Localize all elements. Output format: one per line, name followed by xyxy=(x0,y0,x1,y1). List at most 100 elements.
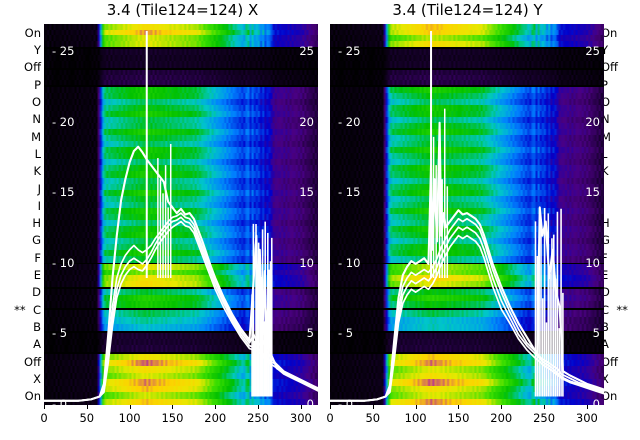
x-tick-mark-x-50 xyxy=(86,405,88,409)
heatmap-band-P-to-D-row xyxy=(44,86,318,94)
heatmap-band-P-to-D-row xyxy=(44,237,318,245)
y-tick-y-left-15: - 15 xyxy=(338,185,361,200)
category-label-right-20: X xyxy=(601,372,609,387)
heatmap-band-P-to-D-row xyxy=(330,171,604,178)
x-axis-left: 0 50 100 150 200 250 300 xyxy=(40,405,318,440)
heatmap-band-P-to-D-row xyxy=(44,183,318,191)
heatmap-band-On-top-row xyxy=(44,24,318,31)
heatmap-band-P-to-D-row xyxy=(44,177,318,185)
x-tick-label-y-100: 100 xyxy=(404,411,427,425)
trace-overlay-x xyxy=(44,31,318,402)
heatmap-band-Y-row xyxy=(330,61,604,69)
x-tick-label-y-200: 200 xyxy=(490,411,513,425)
heatmap-band-B-row xyxy=(330,288,604,296)
heatmap-band-C-row xyxy=(44,281,318,288)
heatmap-band-P-to-D-row xyxy=(44,98,318,106)
category-label-right-18: A xyxy=(601,337,609,352)
x-tick-label-y-150: 150 xyxy=(447,411,470,425)
heatmap-band-X-On-row xyxy=(44,366,318,374)
category-label-right-17: B xyxy=(601,320,609,335)
category-label-right-16: C ** xyxy=(601,302,628,317)
category-label-right-4: O xyxy=(601,94,611,109)
y-tick-y-right-25: 25 xyxy=(585,44,600,59)
heatmap-band-P-to-D-row xyxy=(330,153,604,160)
y-tick-y-right-5: 5 xyxy=(592,326,600,341)
heatmap-band-P-to-D-row xyxy=(44,225,318,233)
x-tick-label-y-50: 50 xyxy=(365,411,381,425)
heatmap-band-Off2-row xyxy=(330,345,604,353)
plot-panel-y[interactable]: - 0 0 - 5 5 - 10 10 - 15 15 - 20 20 - 25 25 xyxy=(330,24,604,405)
category-label-right-14: E xyxy=(601,268,609,283)
heatmap-band-B-row xyxy=(44,295,318,302)
heatmap-band-P-to-D-row xyxy=(44,147,318,154)
heatmap-band-A-row xyxy=(330,323,604,332)
category-label-left-1: Y xyxy=(33,42,41,57)
heatmap-band-P-to-D-row xyxy=(330,92,604,100)
heatmap-band-P-to-D-row xyxy=(330,98,604,106)
heatmap-band-P-to-D-row xyxy=(330,104,604,112)
y-tick-x-left-10: - 10 xyxy=(52,255,75,270)
y-tick-y-right-10: 10 xyxy=(585,255,600,270)
heatmap-y xyxy=(330,24,604,405)
trace-line-left-0 xyxy=(44,145,318,402)
heatmap-band-A-row xyxy=(44,323,318,332)
heatmap-band-P-to-D-row xyxy=(44,250,318,257)
heatmap-band-P-to-D-row xyxy=(44,153,318,160)
category-label-left-17: B xyxy=(33,320,41,335)
heatmap-band-P-to-D-row xyxy=(44,92,318,100)
trace-line-left-3 xyxy=(44,220,318,402)
y-tick-x-left-15: - 15 xyxy=(52,185,75,200)
category-label-left-18: A xyxy=(33,337,41,352)
heatmap-band-P-to-D-row xyxy=(44,231,318,239)
heatmap-band-Y-row xyxy=(44,48,318,56)
y-tick-x-right-0: 0 xyxy=(306,397,314,405)
marker-asterisks: ** xyxy=(616,302,628,317)
trace-line-left-1 xyxy=(44,212,318,402)
y-tick-x-left-0: - 0 xyxy=(52,397,68,405)
heatmap-band-P-to-D-row xyxy=(44,195,318,203)
x-tick-label-x-300: 300 xyxy=(289,411,312,425)
heatmap-band-Off2-row xyxy=(330,338,604,346)
heatmap-band-Off-row xyxy=(330,79,604,86)
category-label-left-14: E xyxy=(33,268,41,283)
heatmap-band-P-to-D-row xyxy=(330,147,604,154)
category-label-right-15: D xyxy=(601,285,610,300)
heatmap-band-Off-row xyxy=(44,79,318,86)
heatmap-band-X-On-row xyxy=(330,392,604,400)
y-tick-x-right-10: 10 xyxy=(299,255,314,270)
heatmap-band-P-to-D-row xyxy=(44,256,318,263)
heatmap-band-Off-row xyxy=(44,69,318,76)
category-label-left-15: D xyxy=(32,285,41,300)
heatmap-band-P-to-D-row xyxy=(330,183,604,191)
heatmap-band-P-to-D-row xyxy=(330,225,604,233)
x-tick-mark-y-50 xyxy=(372,405,374,409)
heatmap-band-P-to-D-row xyxy=(330,165,604,172)
heatmap-band-P-to-D-row xyxy=(44,189,318,197)
x-tick-label-y-0: 0 xyxy=(326,411,334,425)
category-label-left-11: H xyxy=(32,216,41,231)
heatmap-band-P-to-D-row xyxy=(330,111,604,118)
heatmap-band-C-row xyxy=(330,269,604,276)
heatmap-band-P-to-D-row xyxy=(330,195,604,203)
category-label-left-9: J xyxy=(37,181,41,196)
y-tick-x-right-5: 5 xyxy=(306,326,314,341)
heatmap-band-X-On-row xyxy=(330,379,604,387)
x-tick-label-x-0: 0 xyxy=(40,411,48,425)
plot-panel-x[interactable]: - 0 0 - 5 5 - 10 10 - 15 15 - 20 20 - 25 25 xyxy=(44,24,318,405)
heatmap-band-C-row xyxy=(44,264,318,271)
category-label-right-0: On xyxy=(601,25,618,40)
heatmap-band-C-row xyxy=(330,264,604,271)
y-tick-y-right-20: 20 xyxy=(585,114,600,129)
category-label-right-6: M xyxy=(601,129,611,144)
y-tick-x-left-25: - 25 xyxy=(52,44,75,59)
x-tick-mark-y-150 xyxy=(458,405,460,409)
heatmap-band-P-to-D-row xyxy=(44,171,318,178)
heatmap-band-X-On-row xyxy=(44,379,318,387)
heatmap-band-A-row xyxy=(330,316,604,325)
x-tick-mark-y-300 xyxy=(586,405,588,409)
heatmap-band-P-to-D-row xyxy=(330,207,604,215)
category-label-left-20: X xyxy=(33,372,41,387)
y-tick-x-left-5: - 5 xyxy=(52,326,68,341)
x-tick-mark-x-100 xyxy=(129,405,131,409)
heatmap-band-P-to-D-row xyxy=(44,207,318,215)
